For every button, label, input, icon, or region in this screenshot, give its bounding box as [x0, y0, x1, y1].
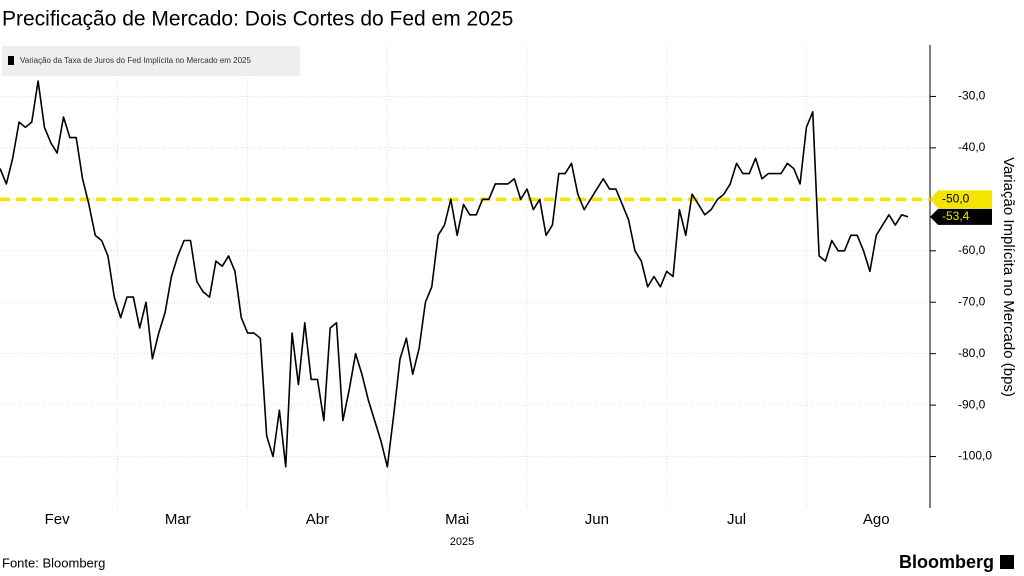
brand-icon: [1000, 555, 1014, 569]
y-tick-label: -90,0: [958, 397, 986, 411]
last-value-tag: [930, 208, 992, 225]
last-value-label: -53,4: [942, 209, 970, 223]
legend-swatch: [8, 56, 14, 65]
source: Fonte: Bloomberg: [2, 555, 105, 570]
brand: Bloomberg: [899, 552, 994, 572]
x-tick-label: Fev: [45, 511, 71, 528]
x-tick-label: Abr: [306, 511, 329, 528]
x-tick-label: Mar: [165, 511, 191, 528]
x-tick-label: Ago: [863, 511, 890, 528]
y-axis-label: Variação Implícita no Mercado (bps): [1000, 157, 1017, 397]
chart-title: Precificação de Mercado: Dois Cortes do …: [2, 8, 513, 31]
reference-tag: [930, 190, 992, 209]
y-tick-label: -70,0: [958, 294, 986, 308]
y-tick-label: -100,0: [958, 449, 992, 463]
legend-box: [2, 46, 300, 76]
y-tick-label: -60,0: [958, 243, 986, 257]
line: [0, 80, 909, 468]
x-tick-label: Mai: [445, 511, 469, 528]
x-axis-label: 2025: [450, 536, 474, 548]
x-tick-label: Jun: [585, 511, 609, 528]
y-tick-label: -30,0: [958, 89, 986, 103]
y-tick-label: -40,0: [958, 140, 986, 154]
y-tick-label: -80,0: [958, 346, 986, 360]
x-tick-label: Jul: [727, 511, 746, 528]
legend-label: Variação da Taxa de Juros do Fed Implíci…: [20, 56, 251, 65]
reference-label: -50,0: [942, 192, 970, 206]
